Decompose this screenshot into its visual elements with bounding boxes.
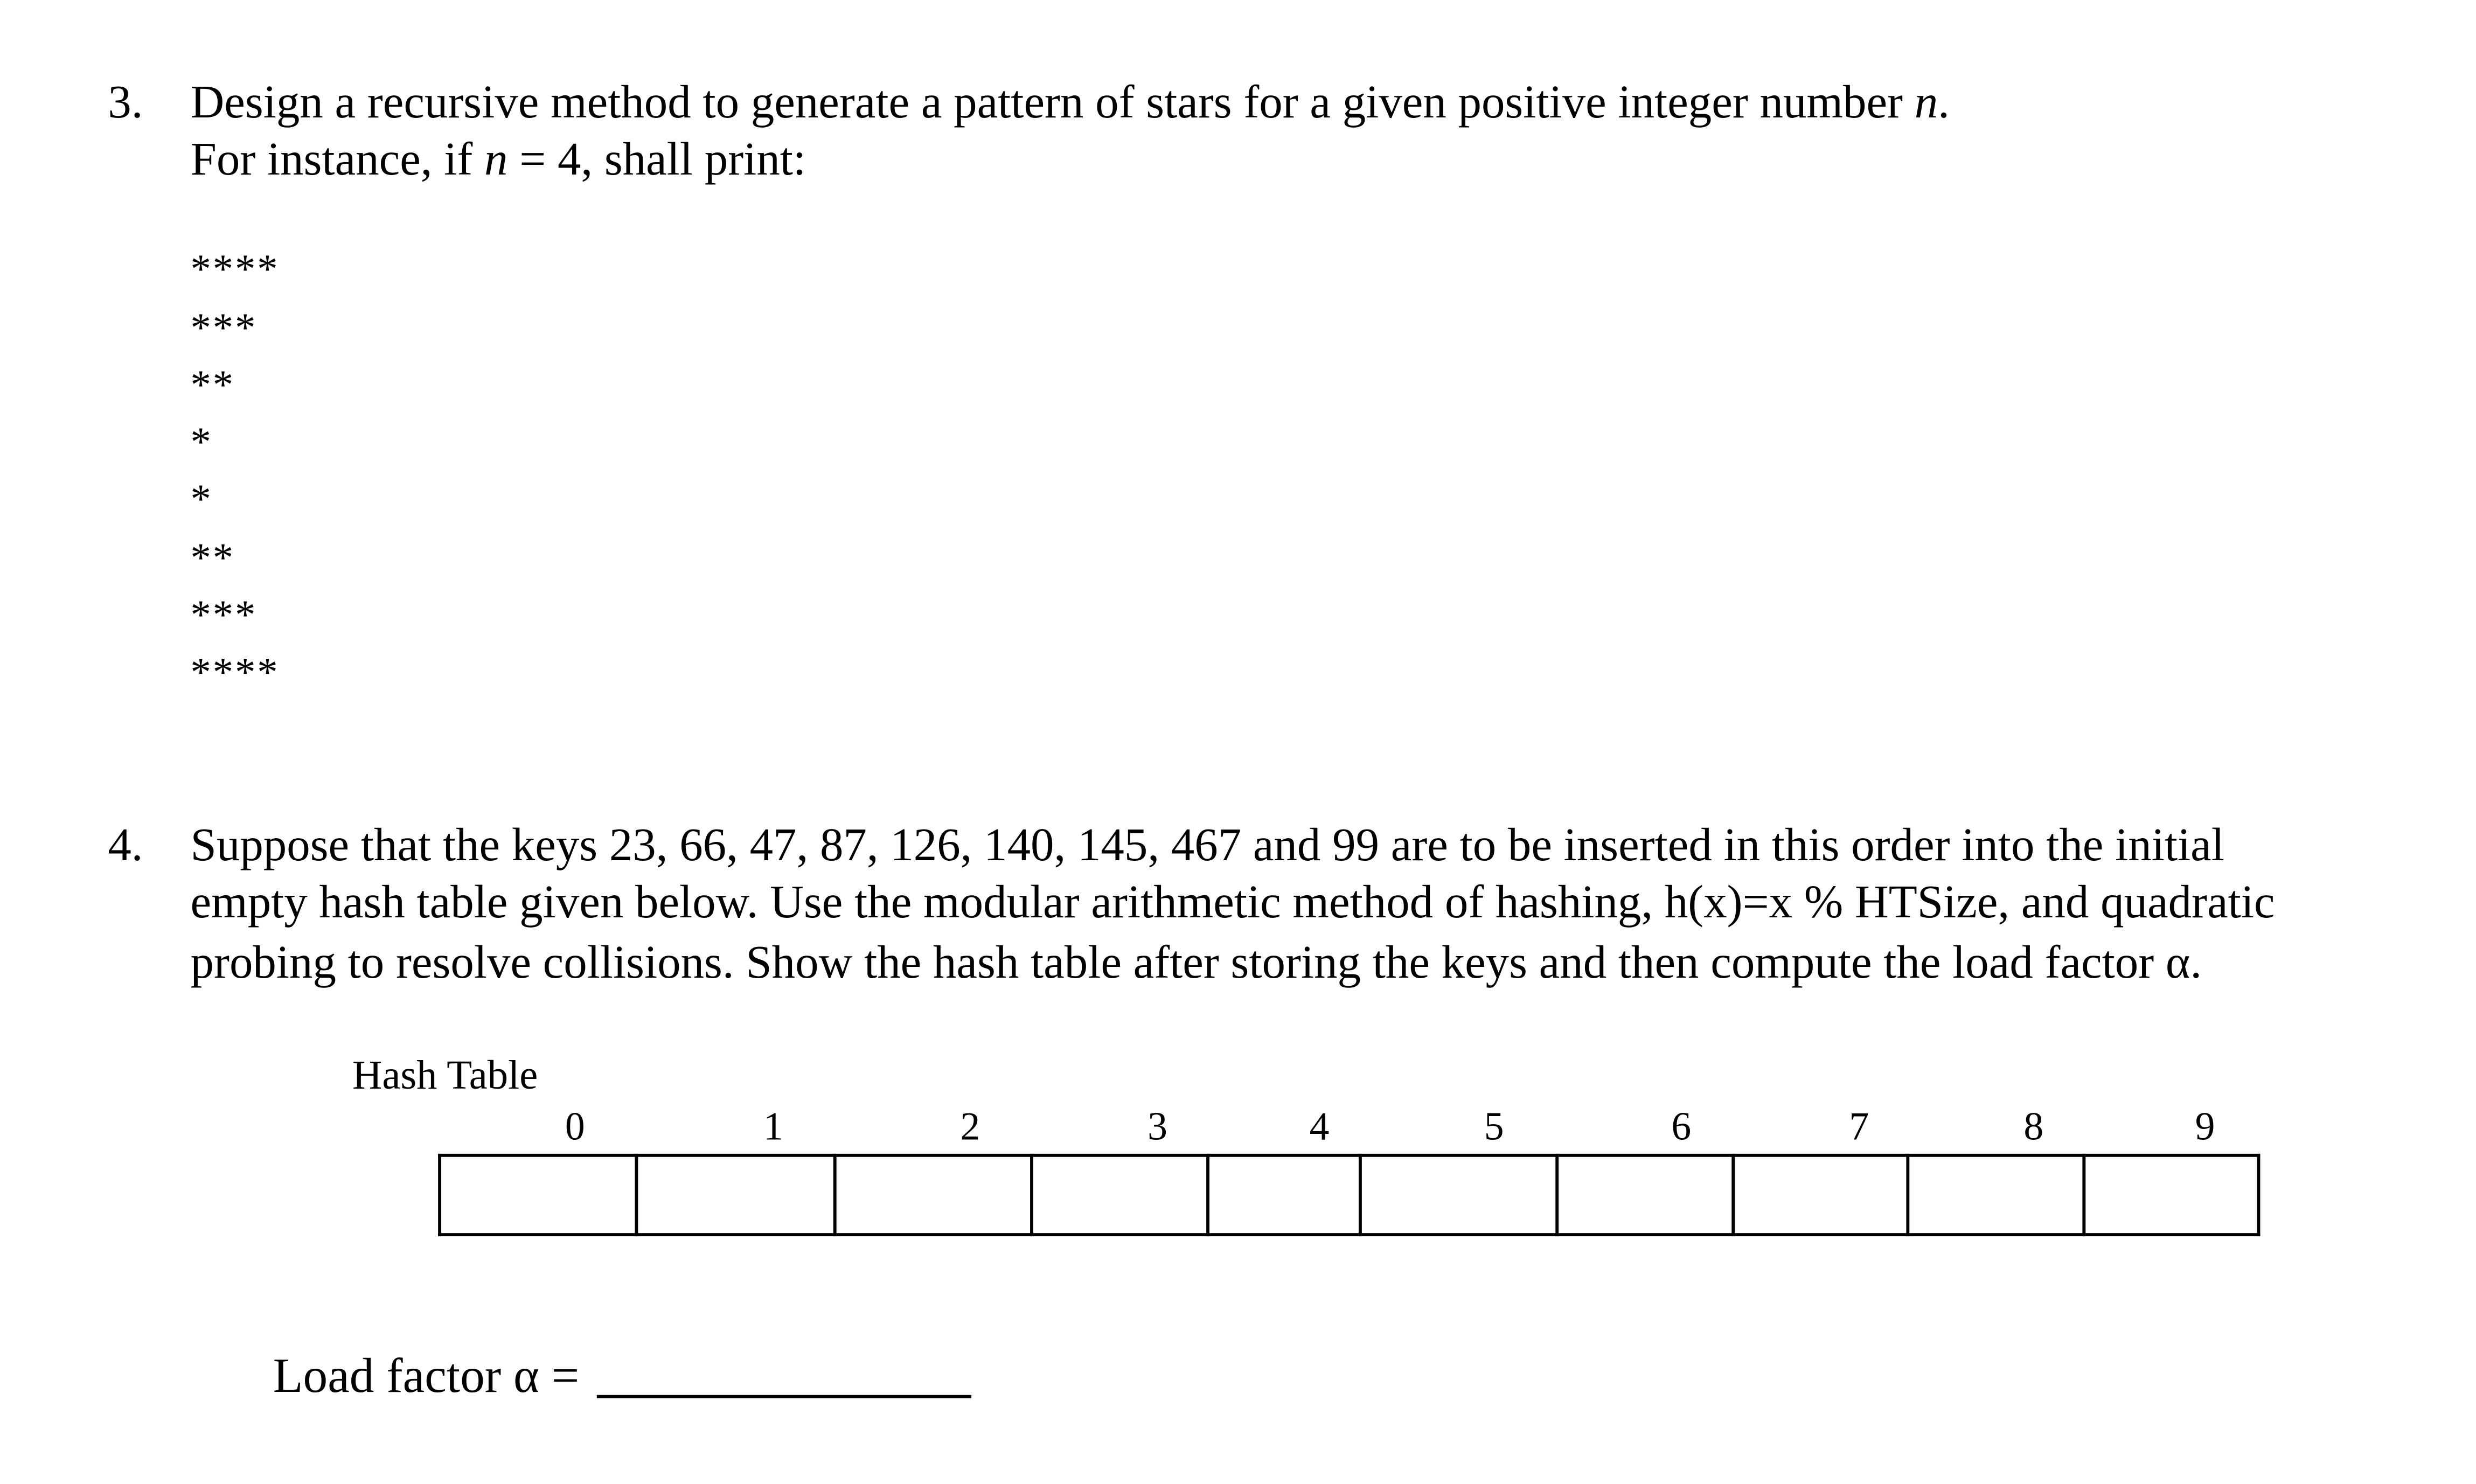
question-4-line-1: Suppose that the keys 23, 66, 47, 87, 12… <box>190 820 2224 872</box>
star-row: *** <box>190 591 258 638</box>
question-3-text-a: For instance, if <box>190 135 485 186</box>
question-3-text-b: = 4, shall print: <box>507 135 806 186</box>
hash-cell[interactable] <box>833 1153 1033 1237</box>
index-label: 8 <box>2023 1106 2044 1149</box>
question-3-text: Design a recursive method to generate a … <box>190 78 1915 129</box>
star-row: ** <box>190 361 235 408</box>
hash-cell[interactable] <box>1030 1153 1210 1237</box>
hash-cell[interactable] <box>2082 1153 2261 1237</box>
index-label: 4 <box>1309 1106 1330 1149</box>
hash-cell[interactable] <box>1358 1153 1559 1237</box>
question-3-number: 3. <box>108 78 143 129</box>
variable-n: n <box>1914 78 1938 129</box>
hash-table-label: Hash Table <box>352 1052 538 1098</box>
question-3-line-1: Design a recursive method to generate a … <box>190 78 1950 129</box>
star-row: * <box>190 419 213 465</box>
index-label: 9 <box>2195 1106 2215 1149</box>
star-row: **** <box>190 649 280 695</box>
answer-blank-line <box>596 1395 972 1398</box>
index-label: 3 <box>1147 1106 1167 1149</box>
load-factor-label: Load factor α = <box>273 1347 580 1403</box>
hash-table <box>438 1153 2261 1237</box>
star-row: **** <box>190 246 280 292</box>
index-label: 7 <box>1849 1106 1869 1149</box>
hash-cell[interactable] <box>635 1153 837 1237</box>
star-row: * <box>190 476 213 522</box>
hash-cell[interactable] <box>438 1153 638 1237</box>
index-label: 2 <box>960 1106 980 1149</box>
star-row: ** <box>190 534 235 581</box>
period: . <box>1938 78 1950 129</box>
question-4-line-2: empty hash table given below. Use the mo… <box>190 877 2275 929</box>
variable-n: n <box>484 135 508 186</box>
hash-cell[interactable] <box>1555 1153 1735 1237</box>
hash-cell[interactable] <box>1906 1153 2086 1237</box>
index-label: 1 <box>763 1106 783 1149</box>
question-4-line-3: probing to resolve collisions. Show the … <box>190 938 2202 989</box>
star-row: *** <box>190 304 258 351</box>
question-4-number: 4. <box>108 820 143 872</box>
index-label: 0 <box>565 1106 585 1149</box>
index-label: 5 <box>1484 1106 1504 1149</box>
index-label: 6 <box>1671 1106 1692 1149</box>
hash-cell[interactable] <box>1731 1153 1910 1237</box>
hash-cell[interactable] <box>1206 1153 1362 1237</box>
question-3-line-2: For instance, if n = 4, shall print: <box>190 135 806 186</box>
